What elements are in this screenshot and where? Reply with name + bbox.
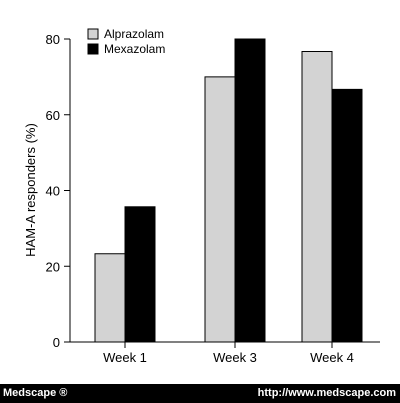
bar-mexazolam-week-3 bbox=[234, 38, 266, 343]
footer-url: http://www.medscape.com bbox=[257, 387, 396, 399]
legend-swatch-mexazolam bbox=[87, 43, 99, 55]
x-axis-ticks: Week 1 Week 3 Week 4 bbox=[103, 342, 354, 365]
y-tick-label: 20 bbox=[46, 259, 60, 274]
footer-brand: Medscape ® bbox=[3, 387, 68, 399]
y-tick-label: 0 bbox=[53, 335, 60, 350]
bar-mexazolam-week-4 bbox=[331, 88, 363, 343]
legend-label-mexazolam: Mexazolam bbox=[104, 42, 165, 56]
x-tick-label: Week 4 bbox=[310, 350, 354, 365]
y-axis-ticks: 0 20 40 60 80 bbox=[46, 32, 70, 350]
bar-mexazolam-week-1 bbox=[124, 206, 156, 343]
legend-label-alprazolam: Alprazolam bbox=[104, 27, 164, 41]
bar-alprazolam-week-3 bbox=[204, 76, 236, 343]
y-tick-label: 60 bbox=[46, 108, 60, 123]
x-tick-label: Week 1 bbox=[103, 350, 147, 365]
footer-bar: Medscape ® http://www.medscape.com bbox=[0, 384, 400, 403]
bar-alprazolam-week-1 bbox=[94, 253, 126, 343]
y-tick-label: 80 bbox=[46, 32, 60, 47]
bar-alprazolam-week-4 bbox=[301, 50, 333, 343]
legend-swatch-alprazolam bbox=[87, 28, 99, 40]
x-tick-label: Week 3 bbox=[213, 350, 257, 365]
legend: Alprazolam Mexazolam bbox=[87, 27, 165, 56]
y-tick-label: 40 bbox=[46, 184, 60, 199]
bar-chart: HAM-A responders (%) 0 20 40 60 80 Week … bbox=[23, 27, 380, 365]
bars bbox=[94, 38, 363, 343]
y-axis-label: HAM-A responders (%) bbox=[23, 123, 38, 257]
